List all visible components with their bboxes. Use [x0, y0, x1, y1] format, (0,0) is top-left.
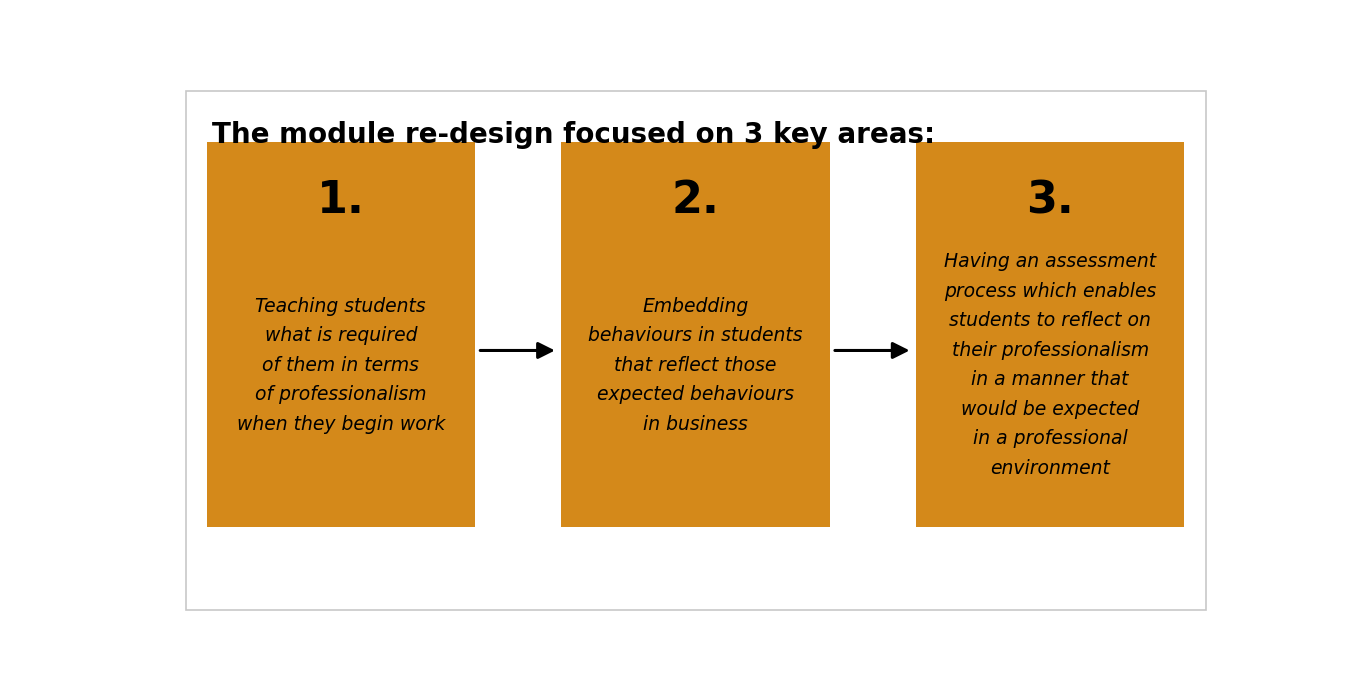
- Text: Having an assessment
process which enables
students to reflect on
their professi: Having an assessment process which enabl…: [944, 253, 1156, 478]
- Bar: [561, 142, 830, 527]
- Text: 3.: 3.: [1027, 179, 1074, 222]
- Text: Teaching students
what is required
of them in terms
of professionalism
when they: Teaching students what is required of th…: [236, 297, 445, 434]
- Text: The module re-design focused on 3 key areas:: The module re-design focused on 3 key ar…: [212, 121, 934, 149]
- Bar: [206, 142, 475, 527]
- Text: Embedding
behaviours in students
that reflect those
expected behaviours
in busin: Embedding behaviours in students that re…: [588, 297, 803, 434]
- Text: 2.: 2.: [671, 179, 720, 222]
- Bar: [915, 142, 1184, 527]
- Text: 1.: 1.: [316, 179, 365, 222]
